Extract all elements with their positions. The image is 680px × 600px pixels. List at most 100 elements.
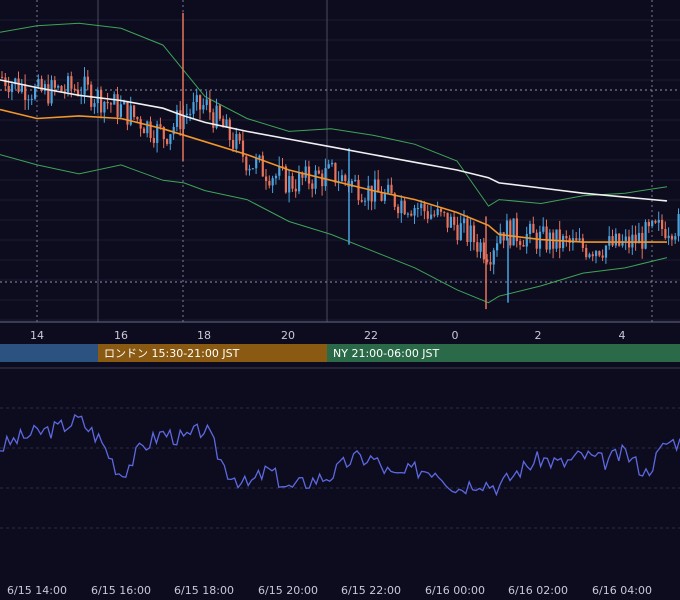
candle	[96, 87, 99, 114]
candle	[674, 232, 677, 244]
candle	[261, 151, 264, 177]
candle	[20, 79, 23, 94]
candle	[354, 174, 357, 182]
candle	[423, 201, 426, 220]
candle	[179, 101, 182, 136]
candle	[314, 165, 317, 195]
candle	[103, 100, 106, 123]
candle	[446, 212, 449, 233]
candle	[436, 201, 439, 218]
candle	[585, 244, 588, 260]
candle	[377, 170, 380, 193]
candle	[192, 92, 195, 120]
candle	[479, 238, 482, 259]
candle	[472, 221, 476, 251]
candle	[17, 71, 20, 94]
bottom-time-label: 6/15 16:00	[91, 584, 151, 597]
candle	[202, 98, 205, 114]
candle	[169, 133, 172, 151]
candle	[644, 219, 647, 250]
candle	[119, 95, 122, 120]
session-bar: ロンドン 15:30-21:00 JST NY 21:00-06:00 JST	[0, 344, 680, 362]
candle	[552, 229, 555, 259]
bb-lower-line	[0, 154, 668, 304]
candle	[509, 218, 512, 249]
candle	[90, 81, 93, 111]
bottom-time-label: 6/15 18:00	[174, 584, 234, 597]
candle	[568, 235, 571, 252]
bottom-time-label: 6/16 02:00	[508, 584, 568, 597]
candle	[43, 80, 47, 95]
candle	[657, 211, 660, 231]
candle	[34, 83, 37, 101]
candle	[189, 108, 192, 122]
candle	[93, 99, 96, 114]
candle	[390, 177, 393, 194]
candle	[637, 222, 641, 244]
oscillator-series-line	[0, 413, 680, 497]
candle	[367, 175, 370, 210]
session-label: ロンドン 15:30-21:00 JST	[104, 347, 240, 360]
bottom-time-axis: 6/15 14:00 6/15 16:00 6/15 18:00 6/15 20:00…	[7, 584, 652, 597]
oscillator-line	[0, 413, 680, 497]
candle	[595, 250, 598, 264]
candle	[406, 212, 410, 218]
candle	[647, 219, 650, 233]
candle	[575, 232, 578, 242]
main-x-tick-label: 14	[30, 329, 44, 342]
main-grid	[0, 19, 680, 321]
candle	[27, 94, 30, 110]
candle	[604, 244, 608, 264]
candle	[327, 159, 330, 169]
candles	[1, 12, 680, 310]
candle	[149, 116, 152, 143]
candle	[416, 202, 419, 218]
candle	[558, 220, 561, 259]
candle	[265, 169, 268, 190]
candle	[466, 215, 469, 246]
candle	[496, 235, 499, 257]
candle	[486, 254, 489, 265]
candle	[294, 179, 297, 198]
candle	[235, 127, 238, 153]
candle	[670, 233, 674, 246]
session-segment-bg	[98, 344, 327, 362]
candle	[317, 166, 320, 175]
bottom-time-label: 6/16 00:00	[425, 584, 485, 597]
candle	[76, 81, 80, 97]
candle	[37, 74, 40, 89]
candle	[565, 230, 568, 247]
candle	[578, 228, 581, 242]
candle	[245, 154, 248, 176]
candle	[57, 84, 60, 91]
candle	[601, 249, 604, 262]
candle	[449, 213, 452, 228]
candle	[400, 195, 403, 223]
main-x-ticks: 14 16 18 20 22 0 2 4	[30, 329, 626, 342]
candle	[611, 229, 614, 248]
candle	[492, 247, 495, 275]
session-label: NY 21:00-06:00 JST	[333, 347, 440, 360]
candle	[218, 103, 221, 121]
candle	[562, 233, 565, 252]
candle	[241, 131, 245, 163]
candle	[380, 186, 383, 202]
candle	[548, 229, 551, 254]
candle	[463, 210, 466, 233]
candle	[156, 120, 159, 153]
candle	[651, 219, 654, 229]
bottom-time-label: 6/15 14:00	[7, 584, 67, 597]
candle	[661, 214, 664, 236]
candle	[426, 204, 429, 224]
candle	[83, 67, 86, 104]
candle	[588, 252, 591, 259]
candle	[459, 215, 462, 241]
candle	[621, 234, 624, 248]
main-vertical-markers	[97, 0, 328, 322]
candle	[677, 208, 680, 242]
candle	[146, 120, 149, 138]
candle	[238, 132, 241, 145]
candle	[515, 212, 518, 248]
candle	[126, 101, 129, 131]
